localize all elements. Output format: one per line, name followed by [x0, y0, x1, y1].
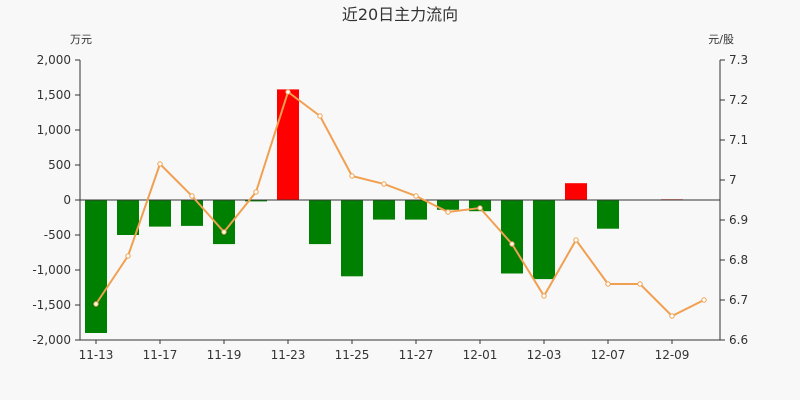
price-point-11-18 — [189, 193, 195, 199]
right-tick-label: 7.3 — [729, 53, 748, 67]
axes: 2,000 1,500 1,000 500 0 -500 -1,000 -1,500 -2,00… — [32, 53, 748, 362]
flow-bar-12-02 — [501, 200, 523, 274]
price-point-12-03 — [541, 293, 547, 299]
price-point-12-09 — [669, 313, 675, 319]
price-point-11-16 — [125, 253, 131, 259]
x-tick-label: 12-09 — [655, 348, 690, 362]
x-tick-label: 12-07 — [591, 348, 626, 362]
left-axis-unit: 万元 — [70, 33, 92, 46]
price-line-layer — [93, 89, 707, 319]
x-tick-label: 11-25 — [335, 348, 370, 362]
price-point-12-04 — [573, 237, 579, 243]
price-point-11-26 — [381, 181, 387, 187]
price-point-12-08 — [637, 281, 643, 287]
right-axis-unit: 元/股 — [708, 33, 734, 46]
left-tick-label: 2,000 — [37, 53, 71, 67]
left-tick-label: 0 — [63, 193, 71, 207]
x-tick-label: 12-01 — [463, 348, 498, 362]
price-point-11-27 — [413, 193, 419, 199]
price-point-12-02 — [509, 241, 515, 247]
left-tick-label: 1,500 — [37, 88, 71, 102]
left-tick-label: 500 — [48, 158, 71, 172]
flow-bar-11-23 — [277, 89, 299, 200]
flow-bar-11-13 — [85, 200, 107, 333]
flow-bar-11-17 — [149, 200, 171, 227]
flow-bar-11-20 — [245, 200, 267, 202]
price-line — [95, 90, 705, 318]
left-tick-label: -500 — [44, 228, 71, 242]
left-tick-label: 1,000 — [37, 123, 71, 137]
right-tick-label: 6.8 — [729, 253, 748, 267]
flow-bar-11-16 — [117, 200, 139, 235]
chart-title: 近20日主力流向 — [342, 5, 458, 24]
price-point-12-10 — [701, 297, 707, 303]
left-tick-label: -1,500 — [32, 298, 71, 312]
x-tick-label: 11-17 — [143, 348, 178, 362]
flow-bar-11-27 — [405, 200, 427, 220]
right-tick-label: 6.6 — [729, 333, 748, 347]
x-tick-label: 11-19 — [207, 348, 242, 362]
flow-bar-11-18 — [181, 200, 203, 226]
x-tick-label: 11-27 — [399, 348, 434, 362]
flow-bar-11-30 — [437, 200, 459, 210]
flow-bar-11-26 — [373, 200, 395, 220]
flow-bar-12-03 — [533, 200, 555, 280]
flow-bar-11-19 — [213, 200, 235, 245]
price-point-12-01 — [477, 205, 483, 211]
flow-bars — [85, 89, 683, 333]
left-tick-label: -1,000 — [32, 263, 71, 277]
price-point-11-25 — [349, 173, 355, 179]
right-tick-label: 6.9 — [729, 213, 748, 227]
left-tick-label: -2,000 — [32, 333, 71, 347]
price-point-12-07 — [605, 281, 611, 287]
price-point-11-24 — [317, 113, 323, 119]
right-tick-label: 6.7 — [729, 293, 748, 307]
flow-bar-11-24 — [309, 200, 331, 245]
x-tick-label: 11-23 — [271, 348, 306, 362]
right-tick-label: 7.1 — [729, 133, 748, 147]
flow-bar-12-07 — [597, 200, 619, 229]
price-point-11-23 — [285, 89, 291, 95]
price-point-11-13 — [93, 301, 99, 307]
right-tick-label: 7 — [729, 173, 737, 187]
price-point-11-30 — [445, 209, 451, 215]
price-point-11-20 — [253, 189, 259, 195]
flow-bar-12-04 — [565, 183, 587, 200]
x-tick-label: 12-03 — [527, 348, 562, 362]
right-tick-label: 7.2 — [729, 93, 748, 107]
price-point-11-19 — [221, 229, 227, 235]
flow-bar-11-25 — [341, 200, 363, 277]
x-tick-label: 11-13 — [79, 348, 114, 362]
price-point-11-17 — [157, 161, 163, 167]
